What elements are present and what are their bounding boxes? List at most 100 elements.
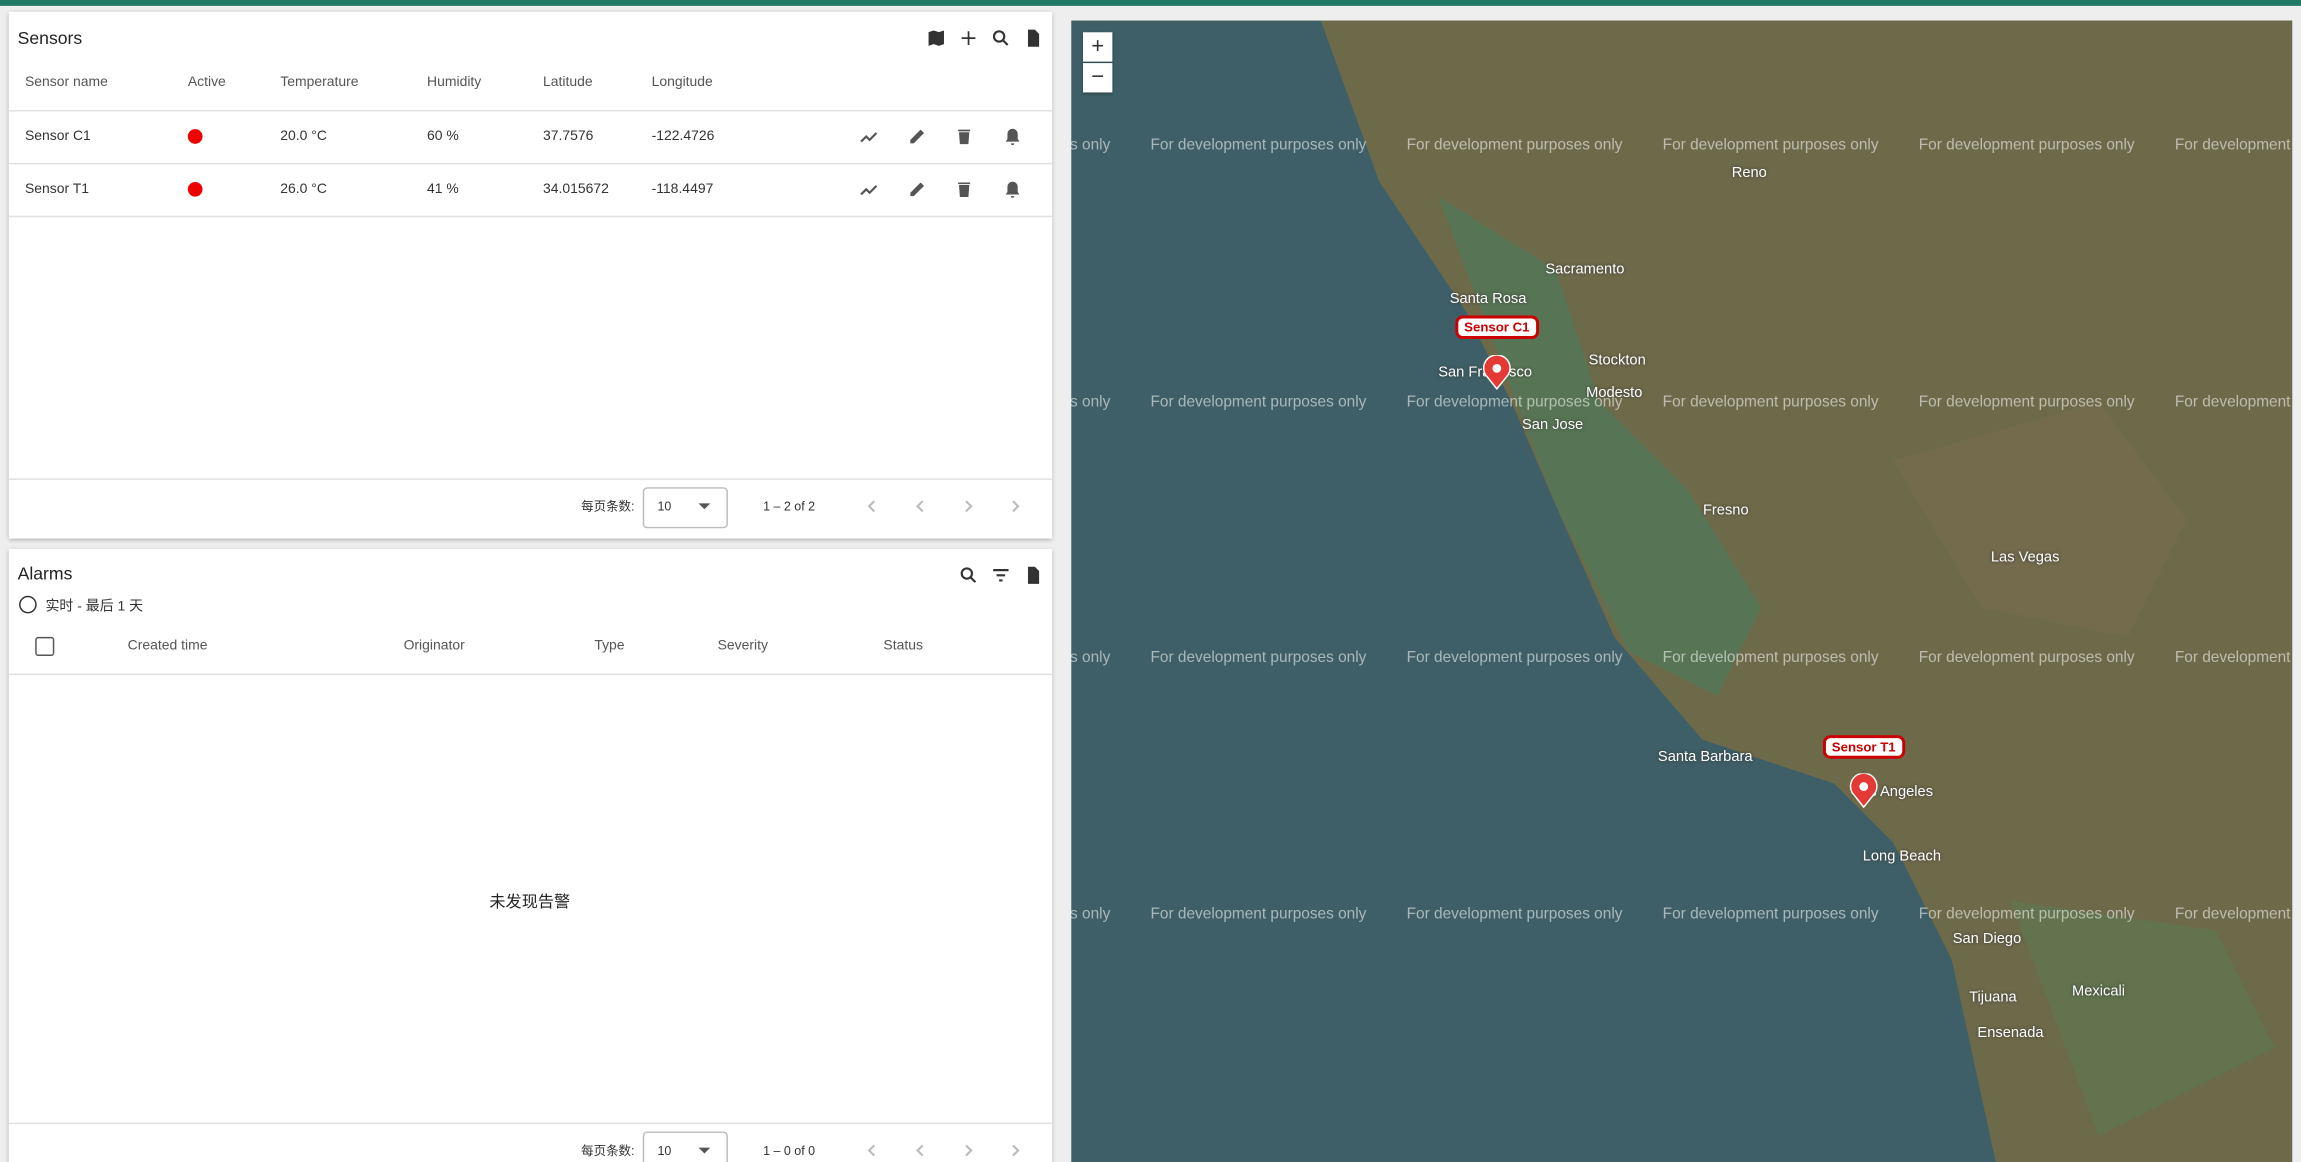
column-header[interactable]: Created time [127, 637, 208, 654]
divider [8, 1122, 1053, 1125]
cell: 26.0 °C [280, 181, 327, 198]
map-watermark: For development purposes only [1406, 392, 1623, 411]
map-watermark: For development purposes only [1071, 136, 1111, 155]
map-watermark: For development purposes only [1919, 1161, 2135, 1162]
place-label: Ensenada [1977, 1025, 2044, 1042]
cell: -122.4726 [651, 128, 715, 145]
place-label: San Diego [1952, 931, 2022, 948]
column-header: Longitude [651, 74, 713, 91]
column-header: Status [883, 637, 923, 654]
cell: 41 % [427, 181, 459, 198]
map-terrain [1320, 20, 2293, 1162]
export-button[interactable] [1023, 28, 1044, 49]
column-header[interactable]: Sensor name [24, 74, 108, 91]
cell: Sensor C1 [24, 128, 91, 145]
column-header: Originator [403, 637, 465, 654]
place-label: Fresno [1702, 502, 1749, 519]
add-button[interactable] [958, 28, 979, 49]
page-nav[interactable] [958, 1140, 979, 1161]
clock-icon [19, 595, 37, 614]
marker-pin[interactable] [1848, 772, 1880, 809]
chart-button[interactable] [858, 126, 879, 147]
zoom-out-button[interactable]: − [1083, 63, 1113, 93]
map[interactable]: For development purposes only For develop… [1071, 20, 2293, 1162]
place-label: Modesto [1586, 385, 1643, 402]
map-watermark: For development purposes only [2174, 392, 2292, 411]
map-button[interactable] [926, 28, 947, 49]
cell: 37.7576 [542, 128, 594, 145]
map-watermark: For development purposes only [1918, 392, 2135, 411]
edit-button[interactable] [907, 126, 928, 147]
map-watermark: For development purposes only [1151, 1161, 1367, 1162]
map-watermark: For development purposes only [2174, 136, 2292, 155]
map-watermark: For development purposes only [2174, 904, 2292, 923]
empty-message: 未发现告警 [489, 893, 571, 912]
map-watermark: For development purposes only [1150, 904, 1367, 923]
delete-button[interactable] [954, 179, 975, 200]
export-button[interactable] [1023, 565, 1044, 586]
search-button[interactable] [991, 28, 1012, 49]
map-watermark: For development purposes only [1918, 904, 2135, 923]
cell: 60 % [427, 128, 459, 145]
place-label: Sacramento [1545, 261, 1625, 279]
top-bar [0, 0, 2301, 6]
map-watermark: For development purposes only [1150, 648, 1367, 667]
select-arrow [698, 1147, 711, 1160]
select-all[interactable] [35, 636, 55, 656]
status-dot [187, 129, 203, 144]
marker-label[interactable]: Sensor C1 [1455, 315, 1539, 339]
cell: 34.015672 [542, 181, 609, 198]
column-header: Humidity [427, 74, 482, 91]
map-watermark: For development purposes only [1071, 904, 1111, 923]
page-size-select[interactable] [642, 1131, 728, 1162]
edit-button[interactable] [907, 179, 928, 200]
map-watermark: For development purposes only [1071, 392, 1111, 411]
page-nav[interactable] [861, 496, 882, 517]
place-label: Santa Rosa [1449, 291, 1527, 308]
time-window[interactable]: 实时 - 最后 1 天 [45, 598, 144, 615]
place-label: Stockton [1588, 352, 1646, 370]
page-nav[interactable] [910, 496, 931, 517]
alarm-button[interactable] [1002, 179, 1023, 200]
divider [8, 478, 1053, 480]
delete-button[interactable] [954, 126, 975, 147]
page-nav[interactable] [958, 496, 979, 517]
marker-pin[interactable] [1481, 354, 1513, 391]
page-size-select[interactable] [642, 487, 728, 529]
page-range: 1 – 0 of 0 [763, 1143, 816, 1158]
column-header: Latitude [542, 74, 593, 91]
page-nav[interactable] [861, 1140, 882, 1161]
divider [8, 162, 1053, 165]
divider [8, 110, 1053, 112]
page-nav[interactable] [1005, 496, 1026, 517]
page-nav[interactable] [1005, 1140, 1026, 1161]
place-label: Long Beach [1862, 848, 1942, 866]
map-watermark: For development purposes only [2175, 1161, 2292, 1162]
map-watermark: For development purposes only [1662, 136, 1879, 155]
status-dot [187, 181, 203, 197]
zoom-in-button[interactable]: + [1083, 32, 1113, 62]
map-watermark: For development purposes only [1662, 904, 1879, 923]
divider [8, 215, 1053, 218]
map-watermark: For development purposes only [1407, 1161, 1623, 1162]
column-header: Temperature [280, 74, 359, 91]
page-nav[interactable] [910, 1140, 931, 1161]
chart-button[interactable] [858, 179, 879, 200]
map-watermark: For development purposes only [1918, 648, 2135, 667]
place-label: San Jose [1522, 417, 1584, 434]
map-watermark: For development purposes only [1150, 136, 1367, 155]
divider [8, 673, 1053, 676]
column-header: Severity [717, 637, 768, 654]
page-size: 10 [657, 1143, 672, 1158]
map-watermark: For development purposes only [1071, 648, 1111, 667]
search-button[interactable] [958, 565, 979, 586]
column-header: Active [187, 74, 226, 91]
alarm-button[interactable] [1002, 126, 1023, 147]
map-watermark: For development purposes only [1150, 392, 1367, 411]
marker-label[interactable]: Sensor T1 [1822, 735, 1905, 759]
alarms-card [8, 548, 1053, 1162]
card-title: Sensors [17, 27, 83, 49]
filter-button[interactable] [991, 565, 1012, 586]
